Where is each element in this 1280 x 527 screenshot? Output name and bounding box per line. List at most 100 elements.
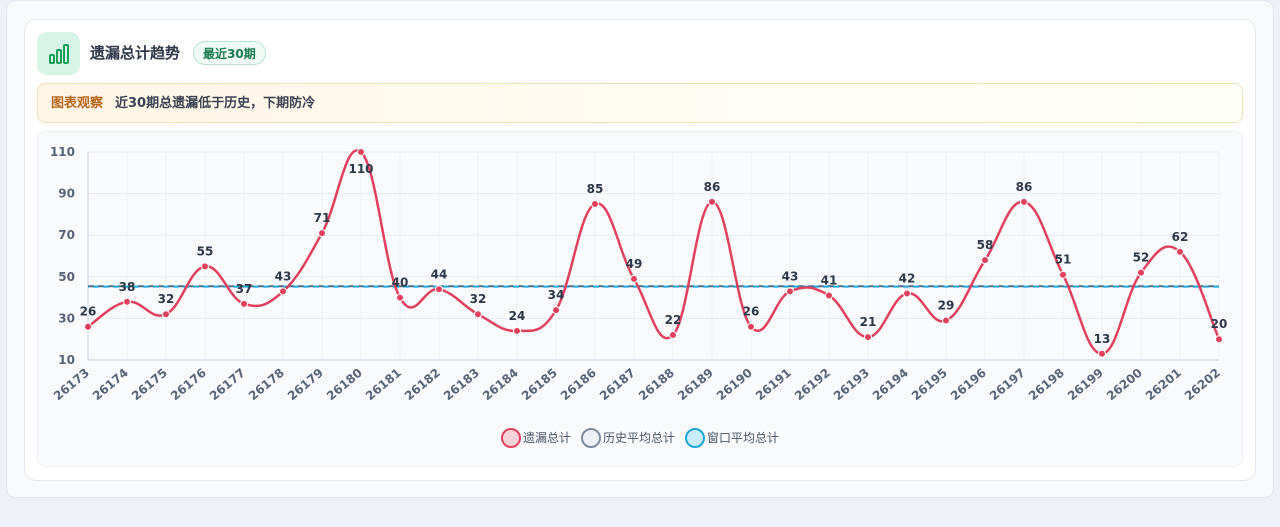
data-point (474, 310, 482, 319)
y-tick-label: 30 (58, 311, 75, 325)
data-point (630, 274, 638, 283)
x-tick-label: 26184 (480, 366, 521, 404)
x-tick-label: 26194 (870, 366, 911, 404)
x-tick-label: 26176 (168, 366, 209, 404)
data-label: 21 (860, 315, 877, 329)
legend-item-misses[interactable]: 遗漏总计 (500, 428, 571, 448)
x-tick-label: 26174 (90, 366, 131, 404)
y-tick-label: 70 (58, 228, 75, 242)
data-label: 29 (938, 298, 955, 312)
data-label: 13 (1094, 332, 1111, 346)
data-point (123, 297, 131, 306)
data-point (981, 256, 989, 265)
data-point (1020, 197, 1028, 206)
data-point (591, 200, 599, 208)
legend: 遗漏总计 历史平均总计 窗口平均总计 (0, 426, 1280, 450)
x-tick-label: 26173 (51, 366, 92, 404)
y-tick-label: 90 (58, 187, 75, 201)
data-label: 86 (1016, 180, 1033, 194)
x-tick-label: 26196 (948, 366, 989, 404)
bar-chart-icon (37, 32, 80, 75)
data-point (786, 287, 794, 296)
x-tick-label: 26191 (753, 366, 794, 404)
data-label: 34 (548, 288, 565, 302)
data-point (1137, 268, 1145, 277)
x-tick-label: 26193 (831, 366, 872, 404)
data-point (240, 299, 248, 308)
legend-label-misses: 遗漏总计 (522, 431, 571, 445)
data-point (201, 262, 209, 271)
data-label: 43 (782, 269, 799, 283)
data-point (513, 326, 521, 335)
misses-series-line (87, 149, 1221, 356)
data-point (1176, 247, 1184, 256)
data-point (84, 322, 92, 331)
data-label: 110 (348, 162, 373, 176)
data-label: 20 (1211, 317, 1228, 331)
data-label: 42 (899, 271, 916, 285)
legend-swatch-window-avg (685, 428, 705, 448)
data-point (435, 285, 443, 294)
x-tick-label: 26190 (714, 366, 755, 404)
x-tick-label: 26195 (909, 366, 950, 404)
x-tick-label: 26192 (792, 366, 833, 404)
data-label: 44 (431, 267, 448, 281)
data-label: 51 (1055, 253, 1072, 267)
y-tick-label: 10 (58, 353, 75, 367)
x-tick-label: 26185 (519, 366, 560, 404)
data-label: 26 (743, 305, 760, 319)
x-tick-label: 26197 (987, 366, 1028, 404)
y-tick-label: 50 (58, 270, 75, 284)
x-tick-label: 26180 (324, 366, 365, 404)
x-tick-label: 26178 (246, 366, 287, 404)
data-label: 22 (665, 313, 682, 327)
data-label: 37 (236, 282, 253, 296)
data-point (1215, 335, 1223, 344)
observation-text: 近30期总遗漏低于历史，下期防冷 (115, 96, 316, 111)
data-label: 52 (1133, 251, 1150, 265)
legend-item-history-avg[interactable]: 历史平均总计 (580, 428, 675, 448)
x-tick-label: 26186 (558, 366, 599, 404)
legend-label-history-avg: 历史平均总计 (602, 431, 675, 445)
data-point (903, 289, 911, 298)
x-tick-label: 26182 (402, 366, 443, 404)
data-point (669, 331, 677, 340)
data-point (942, 316, 950, 325)
x-tick-label: 26199 (1065, 366, 1106, 404)
data-point (552, 306, 560, 315)
data-label: 71 (314, 211, 331, 225)
data-label: 38 (119, 280, 136, 294)
x-tick-label: 26188 (636, 366, 677, 404)
x-tick-label: 26202 (1182, 366, 1223, 404)
x-tick-label: 26181 (363, 366, 404, 404)
data-label: 86 (704, 180, 721, 194)
data-label: 55 (197, 244, 214, 258)
legend-label-window-avg: 窗口平均总计 (707, 431, 780, 445)
data-point (357, 148, 365, 156)
legend-item-window-avg[interactable]: 窗口平均总计 (685, 428, 779, 448)
data-point (864, 333, 872, 342)
x-tick-label: 26200 (1104, 366, 1145, 404)
data-point (1059, 270, 1067, 279)
data-label: 58 (977, 238, 994, 252)
x-tick-label: 26183 (441, 366, 482, 404)
data-label: 62 (1172, 230, 1189, 244)
y-tick-label: 110 (50, 145, 75, 159)
data-point (396, 293, 404, 302)
data-point (279, 287, 287, 296)
data-label: 26 (80, 305, 97, 319)
data-label: 43 (275, 269, 292, 283)
data-label: 32 (158, 292, 175, 306)
data-label: 41 (821, 274, 838, 288)
x-tick-label: 26179 (285, 366, 326, 404)
x-tick-label: 26187 (597, 366, 638, 404)
data-label: 24 (509, 309, 526, 323)
data-point (318, 229, 326, 238)
x-tick-label: 26175 (129, 366, 170, 404)
observation-label: 图表观察 (51, 96, 104, 111)
data-label: 32 (470, 292, 487, 306)
data-point (162, 310, 170, 319)
data-label: 85 (587, 182, 604, 196)
chart-title: 遗漏总计趋势 (90, 44, 181, 62)
